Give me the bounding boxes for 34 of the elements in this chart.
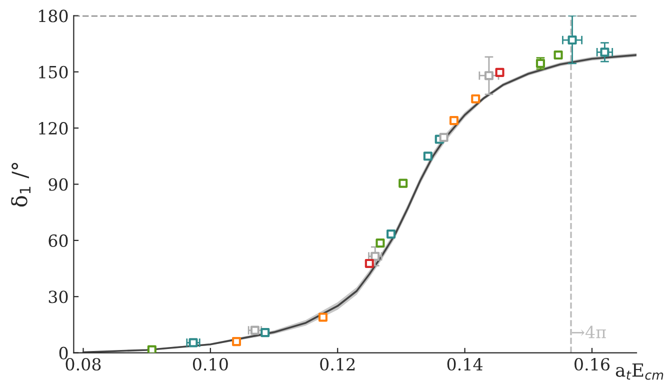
x-tick-label: 0.12	[320, 358, 355, 371]
point	[386, 229, 396, 239]
y-tick-label: 180	[39, 10, 68, 22]
y-tick-label: 90	[48, 178, 68, 191]
x-tick-label: 0.08	[66, 358, 101, 371]
point	[554, 50, 563, 60]
x-axis-title: a$_{t}$E$_{cm}$	[616, 363, 664, 380]
y-tick-label: 0	[59, 346, 68, 360]
y-tick-label: 120	[39, 122, 68, 135]
point	[250, 326, 260, 335]
point	[398, 178, 408, 188]
point	[471, 94, 480, 104]
point	[318, 312, 328, 322]
y-axis-title: δ$_{1}$ /°	[11, 162, 30, 207]
point	[188, 338, 198, 348]
ref-line-label: →4π	[572, 326, 606, 338]
point	[484, 71, 494, 80]
y-tick-label: 30	[48, 290, 68, 304]
point	[449, 116, 459, 126]
point	[495, 68, 504, 77]
point	[376, 238, 385, 248]
point	[147, 345, 156, 353]
x-tick-label: 0.14	[447, 358, 483, 371]
point	[364, 258, 374, 268]
point	[260, 328, 270, 338]
point	[370, 252, 380, 261]
x-tick-label: 0.16	[574, 358, 610, 371]
point	[600, 48, 610, 57]
point	[568, 36, 577, 45]
point	[232, 337, 242, 346]
y-tick-label: 60	[48, 234, 68, 247]
y-tick-label: 150	[39, 66, 68, 78]
x-tick-label: 0.10	[192, 358, 228, 371]
point	[423, 151, 433, 162]
